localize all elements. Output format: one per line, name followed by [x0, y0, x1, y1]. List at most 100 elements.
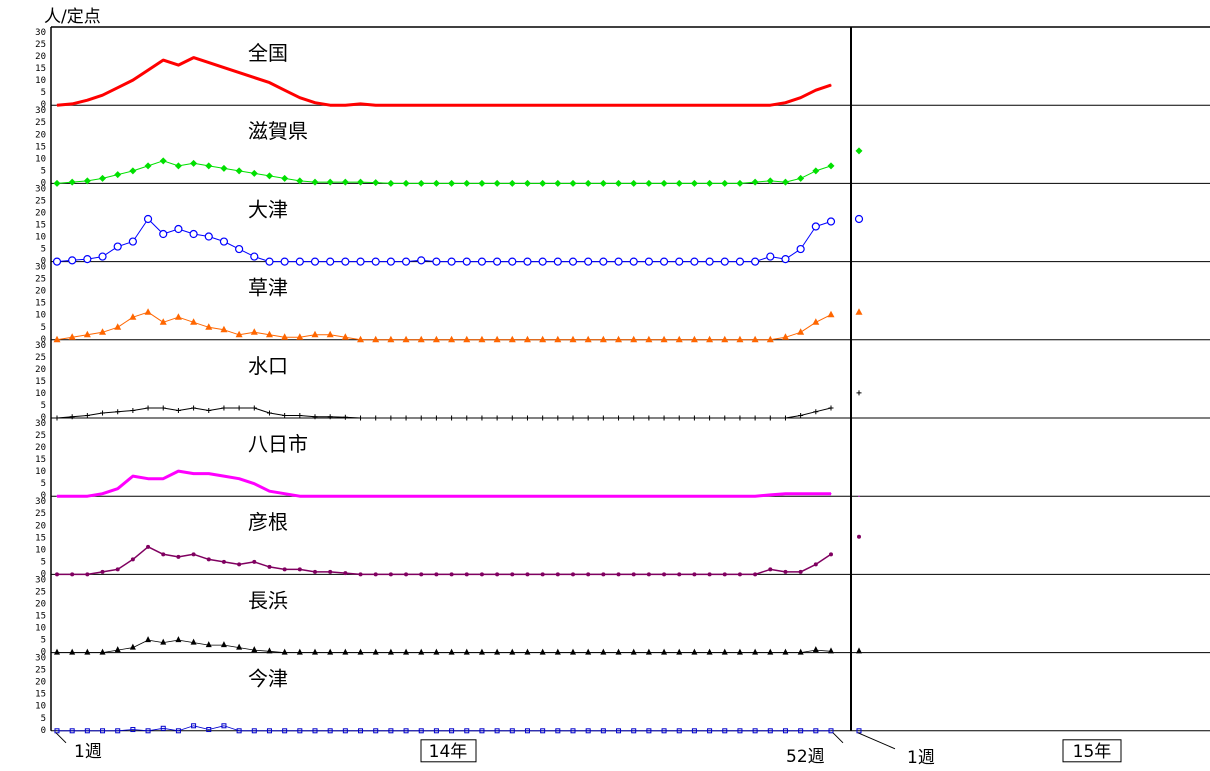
data-point [509, 648, 516, 655]
data-point [798, 569, 803, 574]
y-tick-label: 5 [41, 323, 46, 333]
y-tick-label: 30 [35, 341, 46, 351]
data-point [572, 495, 574, 497]
data-point [584, 179, 592, 187]
data-point [266, 647, 273, 654]
data-point [768, 567, 773, 572]
data-point [678, 495, 680, 497]
data-point [311, 178, 319, 186]
data-point [463, 335, 471, 343]
end-week-label: 52週 [786, 747, 825, 767]
data-point [479, 728, 485, 734]
y-tick-label: 0 [41, 648, 46, 658]
data-point [114, 646, 121, 653]
data-point [280, 257, 289, 266]
data-point [721, 335, 729, 343]
data-point [52, 257, 62, 266]
data-point [205, 162, 213, 170]
data-point [752, 415, 758, 421]
y-tick-label: 20 [35, 678, 46, 688]
data-point [373, 415, 379, 421]
data-point [390, 495, 392, 497]
data-point [432, 179, 440, 187]
series-name-label: 長浜 [248, 588, 288, 612]
series-line [56, 311, 832, 341]
data-point [86, 99, 88, 101]
data-point [602, 495, 604, 497]
data-point [418, 415, 424, 421]
data-point [266, 728, 272, 734]
data-point [372, 648, 379, 655]
series-line [56, 218, 832, 263]
y-tick-label: 20 [35, 52, 46, 62]
y-tick-label: 5 [41, 479, 46, 489]
data-point [721, 648, 728, 655]
data-point [599, 335, 607, 343]
data-point [630, 648, 637, 655]
data-point [813, 562, 818, 567]
data-point [616, 415, 622, 421]
data-point [297, 728, 303, 734]
data-point [250, 169, 258, 177]
data-point [266, 410, 272, 416]
data-point [161, 552, 166, 557]
data-point [433, 648, 440, 655]
data-point [478, 335, 486, 343]
data-point [753, 572, 758, 577]
data-point [479, 572, 484, 577]
data-point [539, 335, 547, 343]
y-tick-label: 30 [35, 106, 46, 116]
data-point [310, 257, 320, 266]
data-point [767, 648, 774, 655]
data-point [600, 415, 606, 421]
data-point [326, 178, 334, 186]
data-point [175, 636, 182, 643]
y-tick-label: 5 [41, 401, 46, 411]
y-tick-label: 25 [35, 509, 46, 519]
next-start-week-label: 1週 [907, 748, 935, 768]
data-point [495, 572, 500, 577]
data-point [706, 335, 714, 343]
data-point [358, 728, 364, 734]
data-point [253, 483, 255, 485]
data-point [162, 59, 164, 61]
data-point [190, 638, 197, 645]
data-point [295, 257, 304, 266]
data-point [268, 490, 271, 492]
data-point [402, 335, 410, 343]
data-point [450, 104, 453, 106]
data-point [540, 415, 546, 421]
data-point [191, 552, 196, 557]
data-point [523, 257, 532, 266]
data-point [251, 728, 257, 734]
data-point [221, 559, 226, 564]
data-point [53, 335, 61, 343]
data-point [327, 414, 333, 420]
y-tick-label: 0 [41, 726, 46, 736]
data-point [557, 495, 559, 497]
data-point [253, 77, 255, 79]
data-point [659, 257, 669, 266]
data-point [828, 647, 834, 654]
data-point [526, 495, 529, 497]
data-point [265, 330, 273, 338]
data-point [523, 335, 531, 343]
data-point [71, 495, 73, 497]
data-point [419, 572, 424, 577]
data-point [342, 648, 349, 655]
data-point [311, 330, 319, 338]
y-tick-label: 0 [41, 178, 46, 188]
data-point [826, 217, 836, 226]
data-point [646, 728, 652, 734]
data-point [645, 648, 652, 655]
data-point [662, 572, 667, 577]
data-point [782, 415, 788, 421]
data-point [373, 572, 378, 577]
data-point [69, 728, 75, 734]
data-point [463, 648, 470, 655]
data-point [326, 330, 334, 338]
data-point [448, 648, 455, 655]
data-point [812, 646, 819, 653]
data-point [267, 564, 272, 569]
data-point [629, 257, 638, 266]
